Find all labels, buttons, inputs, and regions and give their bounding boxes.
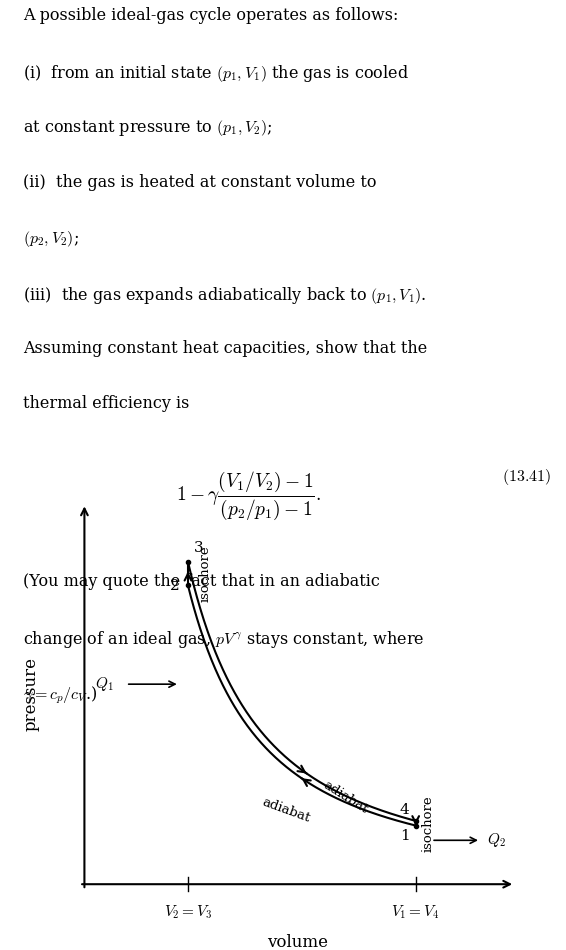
Text: (ii)  the gas is heated at constant volume to: (ii) the gas is heated at constant volum… (23, 174, 376, 191)
Text: adiabat: adiabat (260, 795, 312, 825)
Text: (iii)  the gas expands adiabatically back to $(p_1, V_1)$.: (iii) the gas expands adiabatically back… (23, 284, 426, 306)
Text: A possible ideal-gas cycle operates as follows:: A possible ideal-gas cycle operates as f… (23, 7, 398, 24)
Text: thermal efficiency is: thermal efficiency is (23, 395, 189, 412)
Text: at constant pressure to $(p_1, V_2)$;: at constant pressure to $(p_1, V_2)$; (23, 118, 272, 138)
Text: $1 - \gamma\dfrac{(V_1/V_2) - 1}{(p_2/p_1) - 1}.$: $1 - \gamma\dfrac{(V_1/V_2) - 1}{(p_2/p_… (177, 470, 321, 522)
Text: 1: 1 (400, 829, 409, 843)
Text: $V_2=V_3$: $V_2=V_3$ (164, 902, 212, 921)
Text: $(p_2, V_2)$;: $(p_2, V_2)$; (23, 229, 79, 249)
Text: change of an ideal gas, $pV^\gamma$ stays constant, where: change of an ideal gas, $pV^\gamma$ stay… (23, 629, 424, 650)
Text: 4: 4 (400, 804, 409, 817)
Text: adiabat: adiabat (320, 779, 370, 816)
Text: $(13.41)$: $(13.41)$ (502, 467, 551, 487)
Text: (You may quote the fact that in an adiabatic: (You may quote the fact that in an adiab… (23, 573, 380, 590)
Text: pressure: pressure (22, 656, 39, 731)
Text: 2: 2 (170, 580, 179, 594)
Text: (i)  from an initial state $(p_1, V_1)$ the gas is cooled: (i) from an initial state $(p_1, V_1)$ t… (23, 63, 409, 84)
Text: 3: 3 (194, 541, 204, 555)
Text: isochore: isochore (198, 545, 211, 601)
Text: $Q_1$: $Q_1$ (95, 675, 113, 694)
Text: isochore: isochore (422, 795, 435, 851)
Text: $\gamma = c_p/c_V$.): $\gamma = c_p/c_V$.) (23, 684, 97, 706)
Text: Assuming constant heat capacities, show that the: Assuming constant heat capacities, show … (23, 340, 427, 357)
Text: $V_1=V_4$: $V_1=V_4$ (392, 902, 440, 921)
Text: volume: volume (267, 934, 328, 950)
Text: $Q_2$: $Q_2$ (487, 831, 506, 849)
